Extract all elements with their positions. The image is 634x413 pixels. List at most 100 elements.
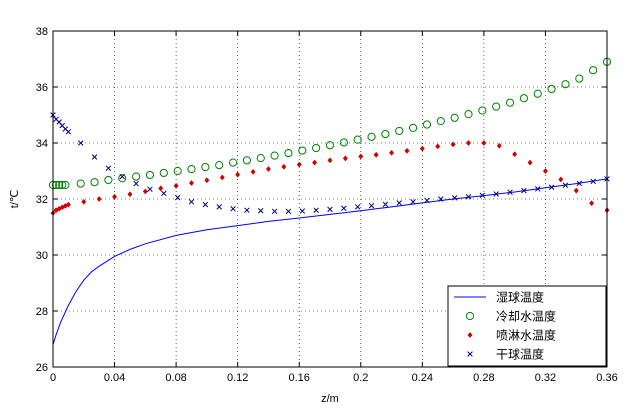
data-point (589, 200, 595, 207)
data-point (507, 189, 513, 196)
data-point (396, 200, 403, 206)
data-point (174, 194, 181, 201)
x-axis-label: z/m (321, 393, 339, 405)
ticks: 0 0.04 0.08 0.12 0.16 0.2 0.24 0.28 0.32 0.36 26 28… (36, 26, 618, 384)
x-tick-label: 0 (50, 372, 56, 384)
data-point (312, 159, 318, 166)
data-point (173, 182, 179, 189)
data-point (382, 201, 389, 208)
data-point (235, 171, 241, 178)
legend-label: 冷却水温度 (496, 309, 556, 324)
data-point (216, 204, 222, 210)
legend-label: 干球温度 (496, 347, 544, 362)
data-point (230, 206, 236, 212)
data-point (576, 180, 583, 187)
data-point (519, 94, 529, 103)
data-point (228, 158, 238, 167)
data-point (142, 188, 148, 195)
data-point (521, 187, 527, 194)
data-point (127, 191, 133, 198)
data-point (250, 168, 256, 175)
y-tick-label: 28 (36, 306, 48, 318)
x-tick-label: 0.12 (227, 372, 248, 384)
data-point (325, 141, 335, 150)
data-point (215, 161, 224, 170)
x-tick-label: 0.32 (535, 372, 556, 384)
legend-swatch (467, 332, 473, 338)
x-tick-label: 0.04 (104, 372, 125, 384)
data-point (81, 198, 87, 205)
legend-swatch (467, 351, 473, 357)
data-point (159, 168, 168, 178)
x-tick-label: 0.16 (289, 372, 310, 384)
data-point (373, 151, 379, 158)
data-point (327, 157, 333, 164)
series-3 (50, 140, 610, 216)
data-point (450, 141, 456, 148)
y-tick-label: 30 (36, 250, 48, 262)
x-tick-label: 0.28 (473, 372, 494, 384)
data-point (589, 66, 598, 75)
data-point (419, 145, 425, 152)
data-point (51, 180, 61, 190)
grid (53, 31, 607, 367)
data-point (547, 84, 556, 94)
data-point (512, 151, 518, 158)
data-point (558, 176, 564, 183)
data-point (404, 147, 410, 154)
series-4 (50, 112, 610, 215)
data-point (188, 199, 195, 205)
data-point (548, 184, 555, 190)
data-point (465, 194, 472, 200)
data-point (590, 178, 596, 185)
data-point (353, 135, 362, 144)
data-point (204, 177, 210, 184)
data-point (281, 163, 287, 170)
data-point (409, 123, 418, 132)
data-point (389, 149, 395, 156)
x-tick-label: 0.2 (353, 372, 368, 384)
data-point (496, 142, 502, 149)
data-point (492, 102, 501, 111)
data-point (256, 154, 265, 163)
data-point (173, 166, 182, 176)
data-point (422, 120, 432, 129)
series-1 (52, 178, 608, 345)
series-layer (48, 57, 612, 345)
data-point (381, 129, 390, 139)
data-point (58, 180, 67, 190)
data-point (201, 162, 210, 172)
data-point (105, 165, 112, 171)
data-point (271, 208, 278, 215)
data-point (327, 206, 333, 213)
data-point (481, 140, 487, 146)
data-point (202, 201, 209, 208)
x-tick-label: 0.08 (165, 372, 186, 384)
data-point (265, 166, 271, 173)
data-point (188, 180, 195, 187)
data-point (65, 129, 72, 135)
legend-swatch (465, 311, 475, 321)
data-point (76, 179, 85, 188)
data-point (145, 170, 155, 180)
data-point (118, 174, 127, 183)
y-tick-label: 32 (36, 194, 48, 206)
data-point (55, 180, 64, 190)
data-point (242, 156, 251, 165)
data-point (132, 172, 141, 181)
x-tick-label: 0.36 (596, 372, 617, 384)
data-point (112, 193, 118, 200)
data-point (96, 196, 102, 202)
data-point (573, 187, 579, 194)
y-tick-label: 36 (36, 82, 48, 94)
data-point (478, 106, 487, 115)
data-point (435, 143, 441, 150)
data-point (313, 207, 319, 213)
data-point (465, 140, 472, 146)
series-line (52, 178, 608, 345)
data-point (284, 148, 293, 158)
y-tick-label: 26 (36, 362, 48, 374)
data-point (147, 186, 153, 192)
data-point (65, 201, 71, 208)
